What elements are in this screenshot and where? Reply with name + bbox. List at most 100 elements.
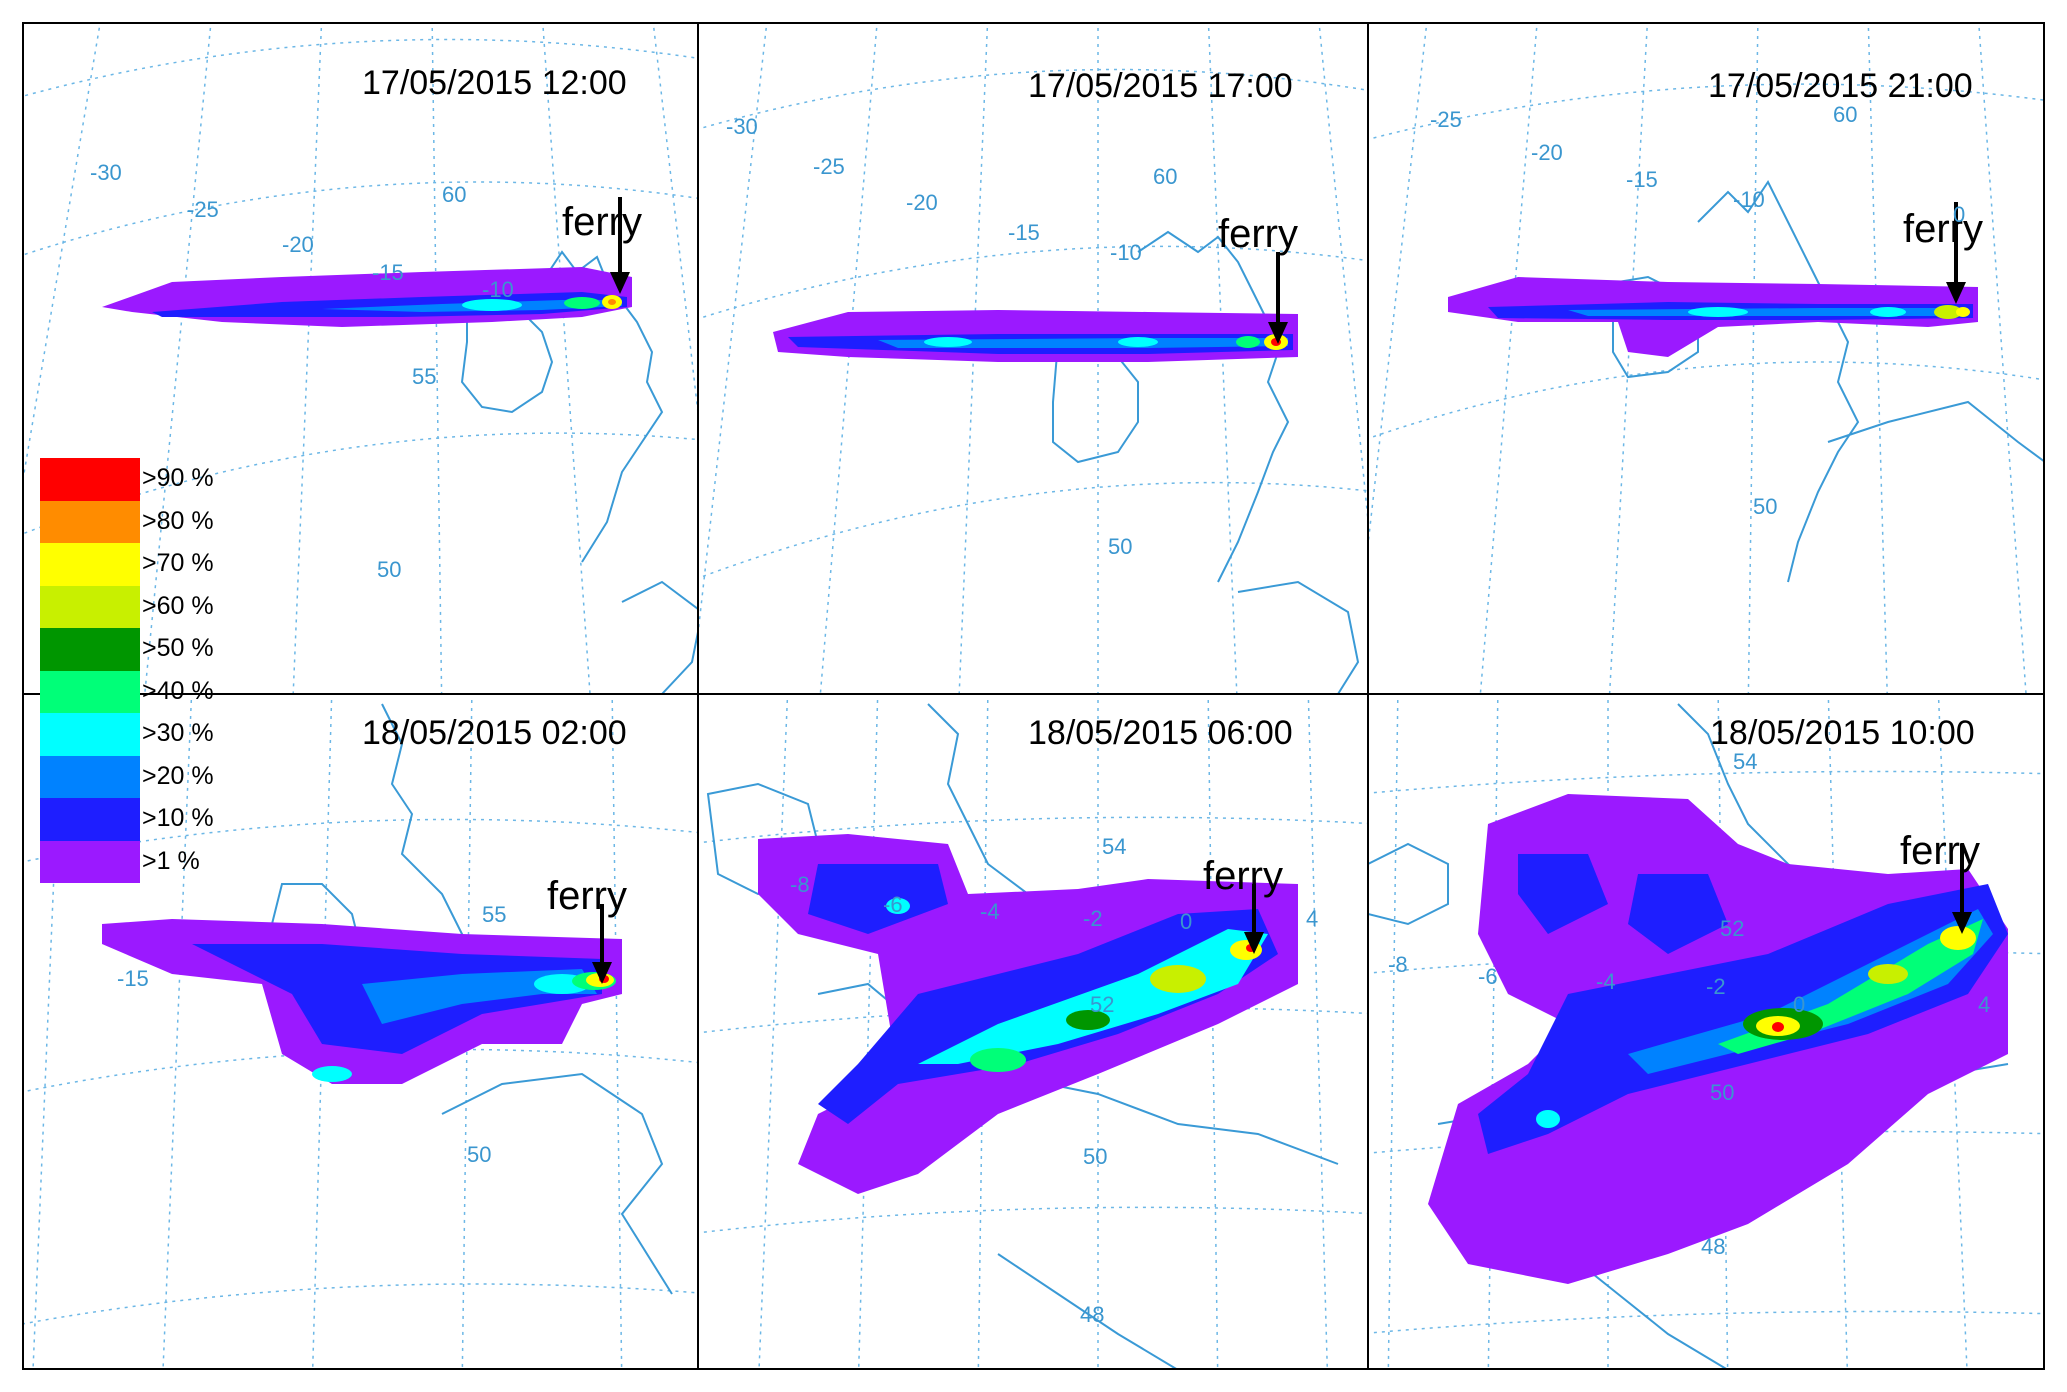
lat-label: 60: [1153, 164, 1178, 189]
lon-label: -10: [482, 277, 514, 302]
panel-timestamp: 18/05/2015 06:00: [1028, 714, 1293, 752]
legend-swatch: [40, 500, 140, 543]
lat-label: 52: [1090, 992, 1115, 1017]
ferry-arrow: [1244, 884, 1264, 954]
ferry-label: ferry: [1903, 207, 1983, 251]
ferry-label: ferry: [1203, 854, 1283, 898]
lat-label: 50: [377, 557, 402, 582]
lat-label: 50: [1753, 494, 1778, 519]
plume: [102, 919, 622, 1084]
lon-label: -2: [1083, 906, 1103, 931]
lat-label: 60: [1833, 102, 1858, 127]
ferry-label: ferry: [547, 874, 627, 918]
plume: [758, 834, 1298, 1194]
lon-label: -15: [1626, 167, 1658, 192]
legend-swatch: [40, 840, 140, 883]
lon-label: -20: [1531, 140, 1563, 165]
ferry-arrow: [1952, 844, 1972, 934]
lon-label: -6: [1478, 964, 1498, 989]
lat-label: 48: [1080, 1302, 1105, 1327]
lat-label: 50: [1710, 1080, 1735, 1105]
map-canvas: [1368, 694, 2045, 1370]
lon-label: -4: [980, 899, 1000, 924]
panel-divider: [697, 22, 699, 1370]
lat-label: 50: [467, 1142, 492, 1167]
legend-swatch: [40, 713, 140, 756]
lon-label: -2: [1706, 974, 1726, 999]
ferry-label: ferry: [1218, 212, 1298, 256]
lon-label: 4: [1306, 906, 1319, 931]
legend-label: >80 %: [142, 506, 214, 535]
ferry-arrow: [610, 197, 630, 294]
legend-label: >60 %: [142, 591, 214, 620]
graticule: [698, 694, 1368, 1370]
lat-label: 50: [1083, 1144, 1108, 1169]
map-panel-17-05-2100: 17/05/2015 21:00 ferry -25 -20 -15 -10 0…: [1368, 22, 2045, 694]
plume: [102, 267, 632, 327]
legend-label: >10 %: [142, 804, 214, 832]
panel-timestamp: 18/05/2015 10:00: [1710, 714, 1975, 752]
legend-swatch: [40, 670, 140, 713]
panel-divider: [22, 693, 2045, 695]
panel-divider: [1367, 22, 1369, 1370]
legend-swatch: [40, 628, 140, 671]
lon-label: -15: [372, 260, 404, 285]
lat-label: 48: [1701, 1234, 1726, 1259]
panel-timestamp: 17/05/2015 21:00: [1708, 67, 1973, 105]
legend-label: >20 %: [142, 761, 214, 790]
frame-tick: [28, 693, 38, 695]
plume: [773, 310, 1298, 362]
map-canvas: [698, 22, 1368, 694]
lon-label: 0: [1793, 992, 1806, 1017]
legend-swatch: [40, 543, 140, 586]
ferry-label: ferry: [562, 200, 642, 244]
lon-label: -25: [813, 154, 845, 179]
lon-label: 0: [1180, 909, 1193, 934]
map-canvas: [22, 694, 698, 1370]
plume: [1428, 794, 2008, 1284]
panel-timestamp: 17/05/2015 12:00: [362, 64, 627, 102]
legend-label: >90 %: [142, 464, 214, 492]
lon-label: -20: [282, 232, 314, 257]
lon-label: -30: [726, 114, 758, 139]
graticule: [1368, 22, 2045, 694]
legend-swatch: [40, 755, 140, 798]
lon-label: 4: [1978, 992, 1991, 1017]
lon-label: -25: [1430, 107, 1462, 132]
map-canvas: [1368, 22, 2045, 694]
panel-timestamp: 18/05/2015 02:00: [362, 714, 627, 752]
ferry-arrow: [1946, 202, 1966, 304]
legend-swatch: [40, 458, 140, 501]
lat-label: 54: [1733, 749, 1758, 774]
lon-label: -15: [117, 966, 149, 991]
legend-label: >50 %: [142, 634, 214, 662]
lon-label: 0: [1953, 202, 1966, 227]
legend-label: >30 %: [142, 719, 214, 747]
lon-label: -6: [883, 892, 903, 917]
plume: [1448, 277, 1978, 357]
lon-label: -10: [1733, 187, 1765, 212]
map-panel-17-05-1700: 17/05/2015 17:00 ferry -30 -25 -20 -15 -…: [698, 22, 1368, 694]
legend-label: >70 %: [142, 549, 214, 577]
lat-label: 50: [1108, 534, 1133, 559]
lon-label: -20: [906, 190, 938, 215]
ferry-arrow: [1268, 252, 1288, 344]
legend-swatch: [40, 798, 140, 841]
graticule: [698, 22, 1368, 694]
lat-label: 60: [442, 182, 467, 207]
lon-label: -8: [1388, 952, 1408, 977]
lon-label: -25: [187, 197, 219, 222]
map-panel-18-05-1000: 18/05/2015 10:00 ferry -8 -6 -4 -2 0 4 5…: [1368, 694, 2045, 1370]
lon-label: -4: [1596, 969, 1616, 994]
lon-label: -10: [1110, 240, 1142, 265]
ferry-arrow: [592, 904, 612, 984]
panel-timestamp: 17/05/2015 17:00: [1028, 67, 1293, 105]
lat-label: 52: [1720, 916, 1745, 941]
lon-label: -30: [90, 160, 122, 185]
ferry-label: ferry: [1900, 829, 1980, 873]
lat-label: 55: [412, 364, 437, 389]
lon-label: -15: [1008, 220, 1040, 245]
legend-label: >40 %: [142, 676, 214, 705]
map-canvas: [698, 694, 1368, 1370]
